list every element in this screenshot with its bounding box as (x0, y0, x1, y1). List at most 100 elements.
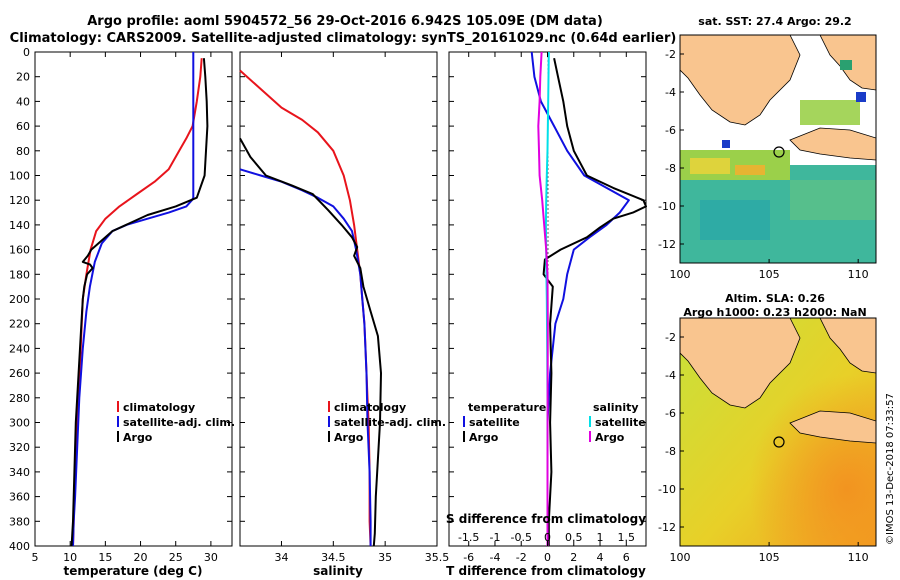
depth-tick-label: 400 (9, 540, 30, 553)
depth-tick-label: 120 (9, 194, 30, 207)
lat-tick-label: -2 (665, 48, 676, 61)
legend-climatology: climatology (334, 401, 406, 414)
series-line-t-argo (542, 57, 647, 546)
sla-map: Altim. SLA: 0.26 Argo h1000: 0.23 h2000:… (658, 292, 877, 564)
depth-tick-label: 360 (9, 491, 30, 504)
depth-tick-label: 240 (9, 342, 30, 355)
x-tick-label: -4 (489, 551, 500, 564)
x-tick-label: 20 (134, 551, 148, 564)
depth-tick-label: 340 (9, 466, 30, 479)
legend-satellite: satellite-adj. clim. (334, 416, 446, 429)
legend-t-satellite: satellite (469, 416, 520, 429)
legend-argo: Argo (123, 431, 153, 444)
sla-land-sumatra (680, 318, 801, 409)
x-tick-label: 34.5 (321, 551, 346, 564)
depth-tick-labels: 0 20 40 60 80 100 120 140 160 180 200 220 240 260 280 3… (9, 46, 30, 553)
depth-tick-label: 220 (9, 318, 30, 331)
sst-map: sat. SST: 27.4 Argo: 29.2 -2 -4 -6 -8 -10 -12… (658, 15, 877, 281)
legend-s-satellite: satellite (595, 416, 646, 429)
s-tick-label: -1 (489, 531, 500, 544)
x-tick-label: 4 (597, 551, 604, 564)
temperature-panel: 0 20 40 60 80 100 120 140 160 180 200 220 240 260 280 3… (9, 46, 235, 578)
lon-tick-label: 100 (670, 551, 691, 564)
s-tick-label: 0.5 (565, 531, 583, 544)
depth-tick-label: 140 (9, 219, 30, 232)
lat-tick-label: -12 (658, 521, 676, 534)
series-line-climatology (239, 69, 372, 547)
depth-tick-label: 60 (16, 120, 30, 133)
lon-tick-label: 100 (670, 268, 691, 281)
argo-position-marker-icon (773, 146, 785, 158)
lat-tick-label: -4 (665, 369, 676, 382)
salinity-tick-labels: 34 34.5 35 35.5 (240, 51, 450, 564)
s-tick-label: 0 (544, 531, 551, 544)
sla-map-frame (679, 317, 877, 547)
series-line-climatology (72, 58, 203, 547)
temperature-lines (70, 52, 209, 547)
depth-tick-label: 40 (16, 95, 30, 108)
s-tick-label: -1.5 (458, 531, 479, 544)
lon-tick-label: 105 (759, 551, 780, 564)
series-line-s-argo (537, 51, 549, 546)
depth-tick-label: 160 (9, 244, 30, 257)
legend-temperature-title: temperature (468, 401, 546, 414)
legend-salinity-title: salinity (593, 401, 639, 414)
title-line-1: Argo profile: aoml 5904572_56 29-Oct-201… (87, 14, 603, 29)
series-line-argo (239, 137, 382, 547)
sst-land-sumatra (680, 35, 801, 126)
lat-tick-label: -8 (665, 445, 676, 458)
x-tick-label: 6 (623, 551, 630, 564)
x-tick-label: 30 (204, 551, 218, 564)
s-difference-tick-labels: -1.5 -1 -0.5 0 0.5 1 1.5 (458, 531, 635, 544)
x-tick-label: 34 (274, 551, 288, 564)
sla-land-borneo (819, 318, 876, 374)
sst-map-title: sat. SST: 27.4 Argo: 29.2 (698, 15, 851, 28)
temperature-axes-frame (34, 51, 233, 547)
legend-satellite: satellite-adj. clim. (123, 416, 235, 429)
sst-map-frame (679, 34, 877, 264)
title-line-2: Climatology: CARS2009. Satellite-adjuste… (10, 31, 677, 46)
sla-map-title-1: Altim. SLA: 0.26 (725, 292, 825, 305)
s-tick-label: 1.5 (618, 531, 636, 544)
sla-lat-ticks: -2 -4 -6 -8 -10 -12 (658, 331, 684, 534)
depth-tick-label: 200 (9, 293, 30, 306)
depth-tick-label: 180 (9, 268, 30, 281)
legend-t-argo: Argo (469, 431, 499, 444)
temperature-tick-labels: 5 10 15 20 25 30 (32, 51, 232, 564)
x-tick-label: 0 (544, 551, 551, 564)
lon-tick-label: 110 (848, 551, 869, 564)
x-tick-label: -2 (516, 551, 527, 564)
argo-position-marker-icon (773, 436, 785, 448)
difference-legend-salinity: salinity satellite Argo (589, 401, 646, 444)
temperature-xlabel: temperature (deg C) (64, 564, 203, 578)
temperature-legend: climatology satellite-adj. clim. Argo (117, 401, 235, 444)
legend-s-argo: Argo (595, 431, 625, 444)
depth-tick-label: 100 (9, 170, 30, 183)
lat-tick-label: -10 (658, 200, 676, 213)
salinity-lines (239, 69, 382, 547)
lon-tick-label: 110 (848, 268, 869, 281)
difference-tick-labels: -6 -4 -2 0 2 4 6 (449, 51, 646, 564)
sst-lat-ticks: -2 -4 -6 -8 -10 -12 (658, 48, 684, 251)
t-difference-xlabel: T difference from climatology (446, 564, 646, 578)
depth-tick-label: 380 (9, 515, 30, 528)
depth-tick-label: 80 (16, 145, 30, 158)
lat-tick-label: -12 (658, 238, 676, 251)
s-tick-label: -0.5 (510, 531, 531, 544)
depth-tick-label: 300 (9, 417, 30, 430)
x-tick-label: 35 (378, 551, 392, 564)
sla-map-title-2: Argo h1000: 0.23 h2000: NaN (683, 306, 866, 319)
sla-lon-ticks: 100 105 110 (670, 542, 869, 564)
salinity-legend: climatology satellite-adj. clim. Argo (328, 401, 446, 444)
series-line-argo (70, 58, 209, 547)
lat-tick-label: -2 (665, 331, 676, 344)
difference-legend-temperature: temperature satellite Argo (463, 401, 546, 444)
legend-climatology: climatology (123, 401, 195, 414)
lat-tick-label: -10 (658, 483, 676, 496)
x-tick-label: 35.5 (425, 551, 450, 564)
credit-text: ©IMOS 13-Dec-2018 07:33:57 (885, 393, 896, 545)
legend-argo: Argo (334, 431, 364, 444)
depth-tick-label: 20 (16, 71, 30, 84)
salinity-xlabel: salinity (313, 564, 363, 578)
depth-tick-label: 260 (9, 367, 30, 380)
